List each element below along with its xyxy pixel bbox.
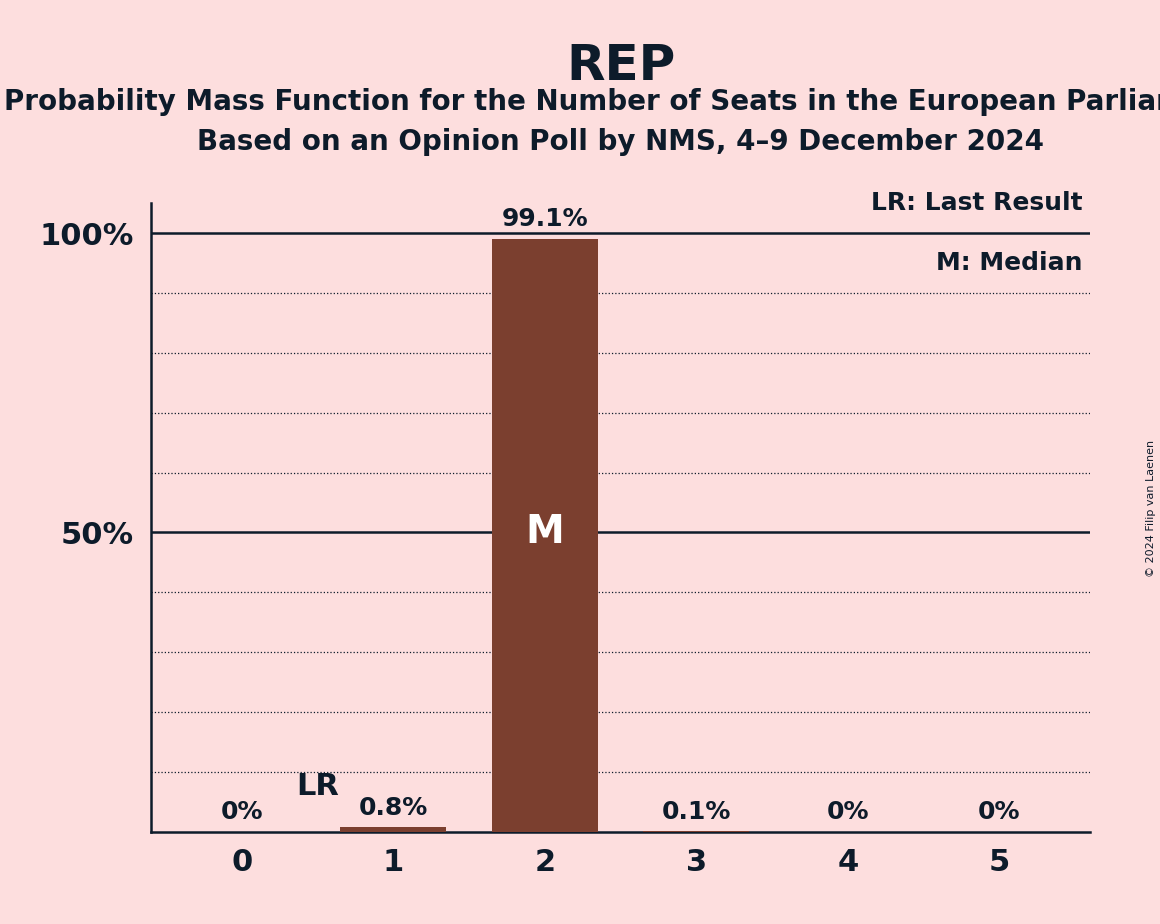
Text: REP: REP: [566, 42, 675, 90]
Text: 0%: 0%: [978, 800, 1021, 824]
Text: 0%: 0%: [827, 800, 869, 824]
Text: LR: Last Result: LR: Last Result: [871, 191, 1082, 215]
Text: M: M: [525, 514, 564, 552]
Text: LR: LR: [296, 772, 339, 801]
Text: 0%: 0%: [220, 800, 263, 824]
Text: Based on an Opinion Poll by NMS, 4–9 December 2024: Based on an Opinion Poll by NMS, 4–9 Dec…: [197, 128, 1044, 155]
Text: Probability Mass Function for the Number of Seats in the European Parliament: Probability Mass Function for the Number…: [5, 88, 1160, 116]
Text: © 2024 Filip van Laenen: © 2024 Filip van Laenen: [1146, 440, 1155, 577]
Text: 0.1%: 0.1%: [661, 800, 731, 824]
Bar: [340, 827, 447, 832]
Text: 99.1%: 99.1%: [501, 207, 588, 231]
Text: M: Median: M: Median: [936, 251, 1082, 275]
Text: 0.8%: 0.8%: [358, 796, 428, 820]
Bar: [492, 238, 597, 832]
